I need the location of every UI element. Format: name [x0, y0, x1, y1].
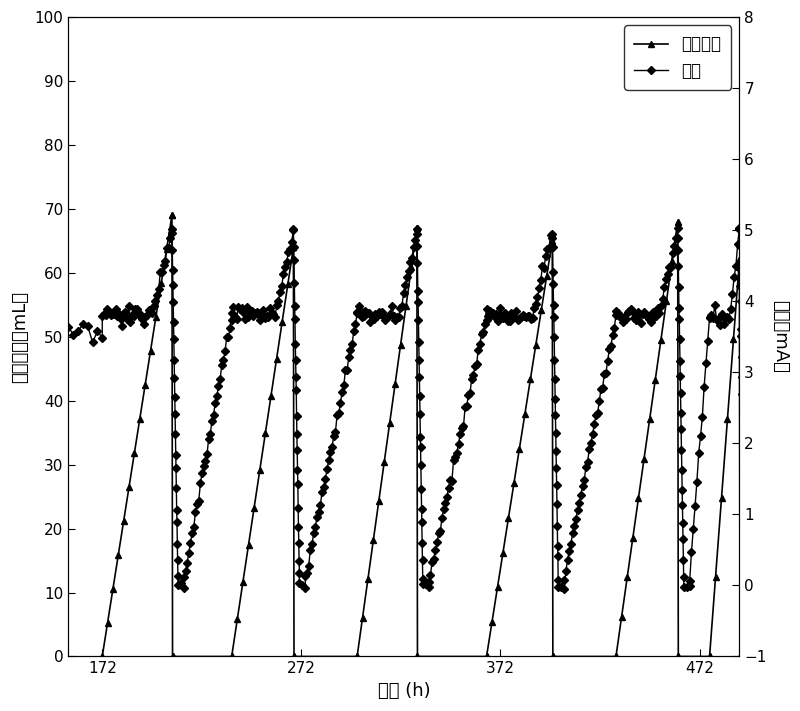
气体体积 [250, 503, 259, 512]
电流 [673, 223, 682, 232]
电流 [64, 323, 74, 331]
气体体积 [734, 256, 744, 264]
电流 [559, 585, 569, 594]
气体体积 [167, 211, 177, 220]
Y-axis label: 气体体积（mL）: 气体体积（mL） [11, 291, 29, 383]
电流 [770, 309, 780, 317]
电流 [417, 485, 426, 493]
Line: 气体体积: 气体体积 [98, 212, 743, 660]
气体体积 [667, 257, 677, 265]
Legend: 气体体积, 电流: 气体体积, 电流 [625, 26, 731, 90]
气体体积 [735, 652, 745, 661]
电流 [573, 506, 582, 514]
气体体积 [261, 429, 270, 437]
Line: 电流: 电流 [66, 225, 778, 592]
X-axis label: 时间 (h): 时间 (h) [378, 682, 430, 700]
电流 [432, 538, 442, 547]
电流 [434, 529, 443, 538]
电流 [766, 370, 775, 378]
气体体积 [157, 279, 166, 287]
Y-axis label: 电流（mA）: 电流（mA） [771, 300, 789, 373]
气体体积 [98, 652, 107, 661]
气体体积 [734, 256, 744, 264]
电流 [601, 368, 610, 377]
